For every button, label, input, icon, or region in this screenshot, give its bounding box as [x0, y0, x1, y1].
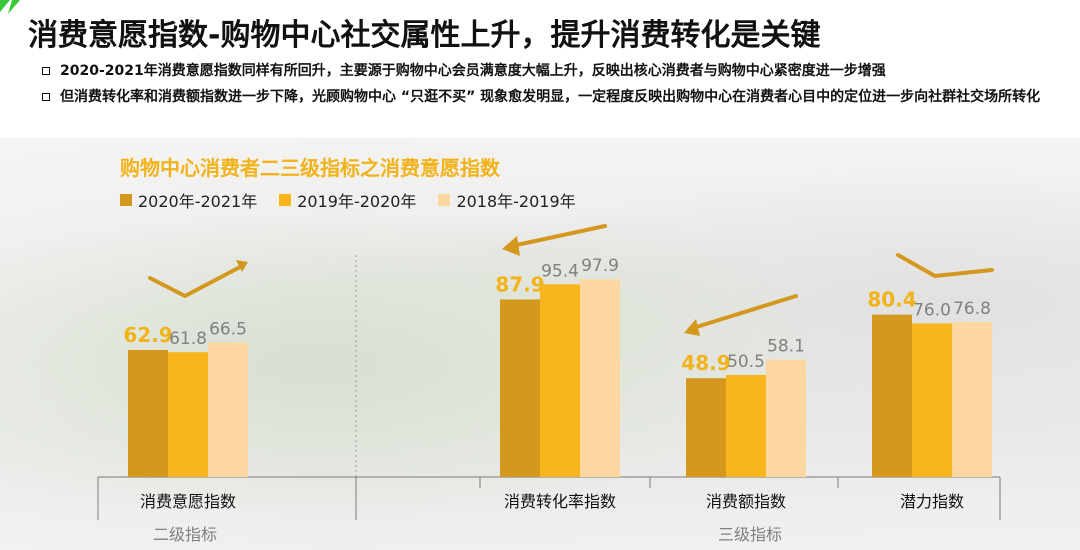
category-label: 消费转化率指数 — [504, 492, 616, 511]
bar-0-2 — [686, 378, 726, 477]
bar-2-3 — [952, 321, 992, 477]
bullet-text-2: 但消费转化率和消费额指数进一步下降，光顾购物中心 “只逛不买” 现象愈发明显，一… — [60, 89, 1041, 105]
legend-label: 2019年-2020年 — [297, 192, 417, 211]
bar-value-label: 61.8 — [169, 329, 207, 349]
bar-1-2 — [726, 374, 766, 477]
bar-value-label: 97.9 — [581, 256, 619, 276]
group-label: 三级指标 — [718, 525, 782, 544]
legend-label: 2018年-2019年 — [456, 192, 576, 211]
legend-swatch — [438, 194, 451, 206]
bar-1-1 — [540, 284, 580, 477]
legend-item-2020-2021: 2020年-2021年 — [120, 188, 257, 212]
bullet-item-2: 但消费转化率和消费额指数进一步下降，光顾购物中心 “只逛不买” 现象愈发明显，一… — [40, 84, 1070, 110]
chart-legend: 2020年-2021年 2019年-2020年 2018年-2019年 — [120, 188, 576, 212]
bar-value-label: 48.9 — [681, 351, 730, 375]
legend-swatch — [120, 194, 132, 206]
bar-value-label: 62.9 — [123, 323, 172, 347]
bar-1-3 — [912, 323, 952, 477]
trend-arrow-icon-head — [236, 260, 248, 272]
bar-value-label: 76.8 — [953, 299, 991, 319]
bullet-text-1: 2020-2021年消费意愿指数同样有所回升，主要源于购物中心会员满意度大幅上升… — [60, 63, 886, 79]
bar-value-label: 95.4 — [541, 261, 579, 281]
square-bullet-icon — [42, 67, 50, 75]
group-label: 二级指标 — [153, 525, 217, 544]
trend-arrow-icon — [148, 264, 244, 298]
corner-accent-icon — [0, 0, 20, 14]
trend-arrow-icon-head — [502, 236, 520, 256]
bar-value-label: 87.9 — [495, 272, 544, 296]
category-label: 潜力指数 — [900, 492, 964, 511]
bar-value-label: 76.0 — [913, 300, 951, 320]
bar-2-2 — [766, 359, 806, 477]
trend-arrow-icon — [510, 224, 607, 248]
trend-arrow-icon-head — [684, 319, 700, 336]
bar-2-1 — [580, 279, 620, 477]
bullet-item-1: 2020-2021年消费意愿指数同样有所回升，主要源于购物中心会员满意度大幅上升… — [40, 58, 1070, 84]
bullet-list: 2020-2021年消费意愿指数同样有所回升，主要源于购物中心会员满意度大幅上升… — [40, 58, 1070, 110]
square-bullet-icon — [42, 93, 50, 101]
bar-1-0 — [168, 352, 208, 477]
legend-swatch — [279, 194, 292, 206]
bar-0-3 — [872, 314, 912, 477]
trend-arrow-icon — [896, 253, 994, 278]
legend-item-2018-2019: 2018年-2019年 — [438, 188, 576, 212]
bar-0-1 — [500, 299, 540, 477]
bar-value-label: 66.5 — [209, 320, 247, 340]
bar-value-label: 50.5 — [727, 352, 765, 372]
bar-0-0 — [128, 349, 168, 477]
page-title: 消费意愿指数-购物中心社交属性上升，提升消费转化是关键 — [28, 18, 821, 53]
legend-label: 2020年-2021年 — [138, 192, 258, 211]
trend-arrow-icon — [688, 294, 798, 331]
bar-2-0 — [208, 342, 248, 477]
bar-value-label: 58.1 — [767, 337, 805, 357]
category-label: 消费额指数 — [706, 492, 786, 511]
chart-title: 购物中心消费者二三级指标之消费意愿指数 — [120, 156, 500, 180]
bar-value-label: 80.4 — [867, 288, 916, 312]
legend-item-2019-2020: 2019年-2020年 — [279, 188, 416, 212]
category-label: 消费意愿指数 — [140, 492, 236, 511]
